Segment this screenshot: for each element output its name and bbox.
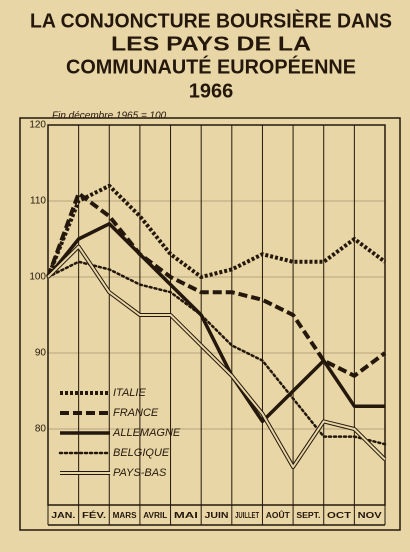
series-line [47,245,386,468]
x-tick-label: OCT [327,511,351,520]
x-tick-label: FÉV. [82,511,106,520]
y-tick-label: 90 [35,348,47,359]
frame [19,117,401,531]
chart-title: LA CONJONCTURE BOURSIÈRE DANS [30,9,392,32]
legend-label: ITALIE [113,387,146,399]
chart-title: LES PAYS DE LA [111,33,311,55]
series-line [46,191,387,378]
plot-area [47,124,386,506]
chart-title: 1966 [189,80,234,102]
x-tick-label: JUIN [205,511,229,520]
x-tick-label: AVRIL [143,511,167,520]
legend-label: FRANCE [113,407,159,419]
legend-label: BELGIQUE [113,447,170,459]
y-tick-label: 110 [30,196,46,207]
x-tick-label: JAN. [51,511,75,520]
x-tick-label: NOV [358,511,383,520]
x-tick-label: SEPT. [296,511,320,520]
y-tick-label: 80 [35,424,47,435]
series-line [46,183,387,279]
y-tick-label: 100 [29,272,46,283]
y-tick-label: 120 [29,120,46,131]
annotation: Fin décembre 1965 = 100 [52,111,167,122]
x-tick-label: MAI [174,511,198,520]
chart-title: COMMUNAUTÉ EUROPÉENNE [66,55,356,78]
x-tick-label: AOÛT [266,511,290,520]
x-tick-label: MARS [113,511,138,520]
series-line [46,260,387,446]
series-line [46,222,385,424]
legend-label: PAYS-BAS [113,467,167,479]
x-tick-label: JUILLET [235,511,259,520]
legend-label: ALLEMAGNE [112,427,181,439]
